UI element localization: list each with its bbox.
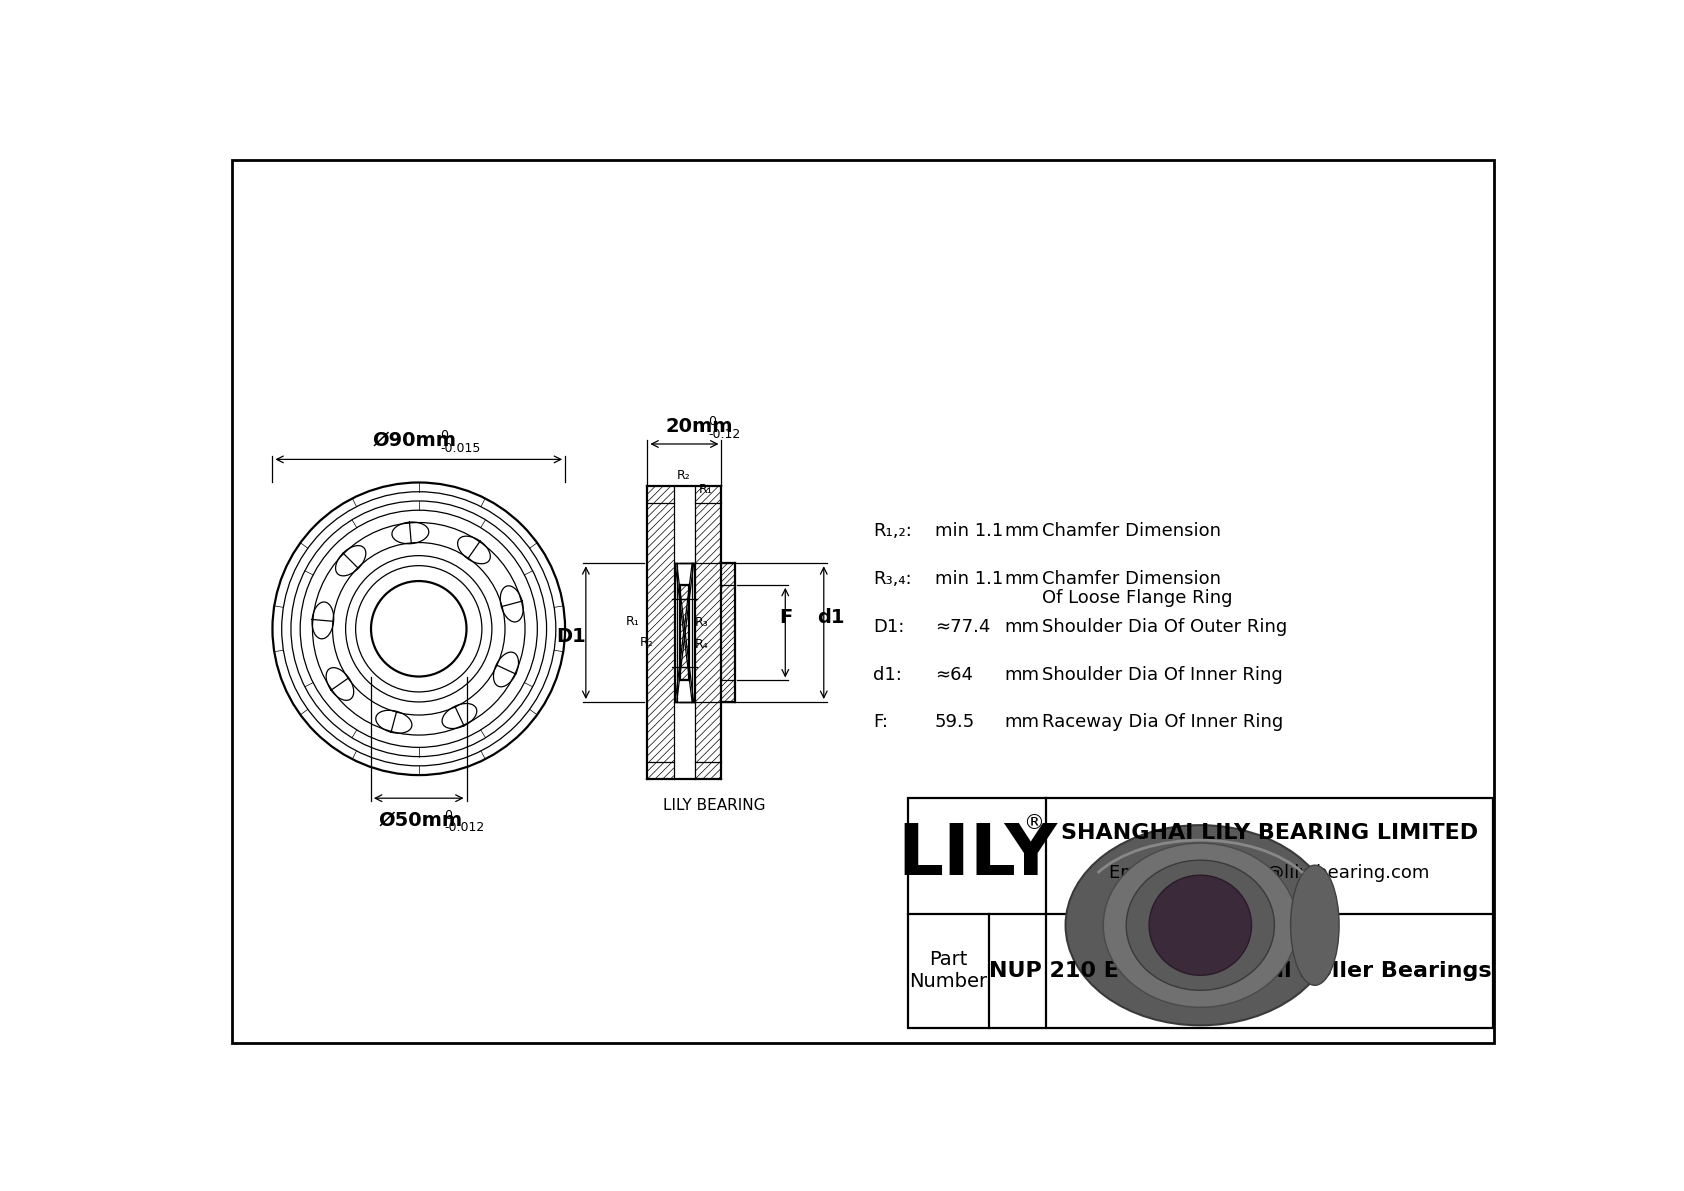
Text: D1: D1 <box>557 626 586 646</box>
Text: F: F <box>780 609 793 628</box>
Text: R₃: R₃ <box>695 617 709 630</box>
Text: mm: mm <box>1004 570 1039 588</box>
Text: Ø90mm: Ø90mm <box>372 430 456 449</box>
Text: 0: 0 <box>709 414 716 428</box>
Text: Raceway Dia Of Inner Ring: Raceway Dia Of Inner Ring <box>1042 713 1283 731</box>
Text: Of Loose Flange Ring: Of Loose Flange Ring <box>1042 590 1233 607</box>
Text: Part
Number: Part Number <box>909 950 987 991</box>
Text: ®: ® <box>1024 813 1044 833</box>
Text: R₄: R₄ <box>695 638 709 651</box>
Text: SHANGHAI LILY BEARING LIMITED: SHANGHAI LILY BEARING LIMITED <box>1061 823 1479 843</box>
Text: mm: mm <box>1004 666 1039 684</box>
Text: R₁,₂:: R₁,₂: <box>872 523 913 541</box>
Text: D1:: D1: <box>872 618 904 636</box>
Text: ≈77.4: ≈77.4 <box>935 618 990 636</box>
Text: min 1.1: min 1.1 <box>935 570 1004 588</box>
Bar <box>908 798 1494 1028</box>
Text: R₁: R₁ <box>699 482 712 495</box>
Text: mm: mm <box>1004 713 1039 731</box>
Text: LILY BEARING: LILY BEARING <box>663 798 765 812</box>
Text: R₁: R₁ <box>626 615 640 628</box>
Text: min 1.1: min 1.1 <box>935 523 1004 541</box>
Ellipse shape <box>1066 825 1335 1025</box>
Text: 20mm: 20mm <box>665 417 733 436</box>
Ellipse shape <box>1103 843 1297 1008</box>
Text: 0: 0 <box>440 430 448 442</box>
Text: -0.012: -0.012 <box>445 822 485 835</box>
Text: -0.015: -0.015 <box>440 442 480 455</box>
Text: Chamfer Dimension: Chamfer Dimension <box>1042 523 1221 541</box>
Text: F:: F: <box>872 713 887 731</box>
Text: d1: d1 <box>818 609 845 628</box>
Text: Shoulder Dia Of Inner Ring: Shoulder Dia Of Inner Ring <box>1042 666 1283 684</box>
Text: NUP 210 ECP Cylindrical Roller Bearings: NUP 210 ECP Cylindrical Roller Bearings <box>990 961 1492 980</box>
Text: -0.12: -0.12 <box>709 428 741 441</box>
Text: Chamfer Dimension: Chamfer Dimension <box>1042 570 1221 588</box>
Text: 59.5: 59.5 <box>935 713 975 731</box>
Text: ≈64: ≈64 <box>935 666 973 684</box>
Text: Email: lilybearing@lily-bearing.com: Email: lilybearing@lily-bearing.com <box>1110 863 1430 881</box>
Ellipse shape <box>1148 875 1251 975</box>
Text: Ø50mm: Ø50mm <box>379 811 463 830</box>
Ellipse shape <box>1290 865 1339 985</box>
Text: mm: mm <box>1004 523 1039 541</box>
Text: d1:: d1: <box>872 666 903 684</box>
Text: LILY: LILY <box>898 822 1058 891</box>
Text: R₂: R₂ <box>640 636 653 649</box>
Ellipse shape <box>1127 860 1275 990</box>
Text: R₂: R₂ <box>677 468 690 481</box>
Text: 0: 0 <box>445 809 453 822</box>
Text: mm: mm <box>1004 618 1039 636</box>
Text: R₃,₄:: R₃,₄: <box>872 570 911 588</box>
Text: Shoulder Dia Of Outer Ring: Shoulder Dia Of Outer Ring <box>1042 618 1288 636</box>
